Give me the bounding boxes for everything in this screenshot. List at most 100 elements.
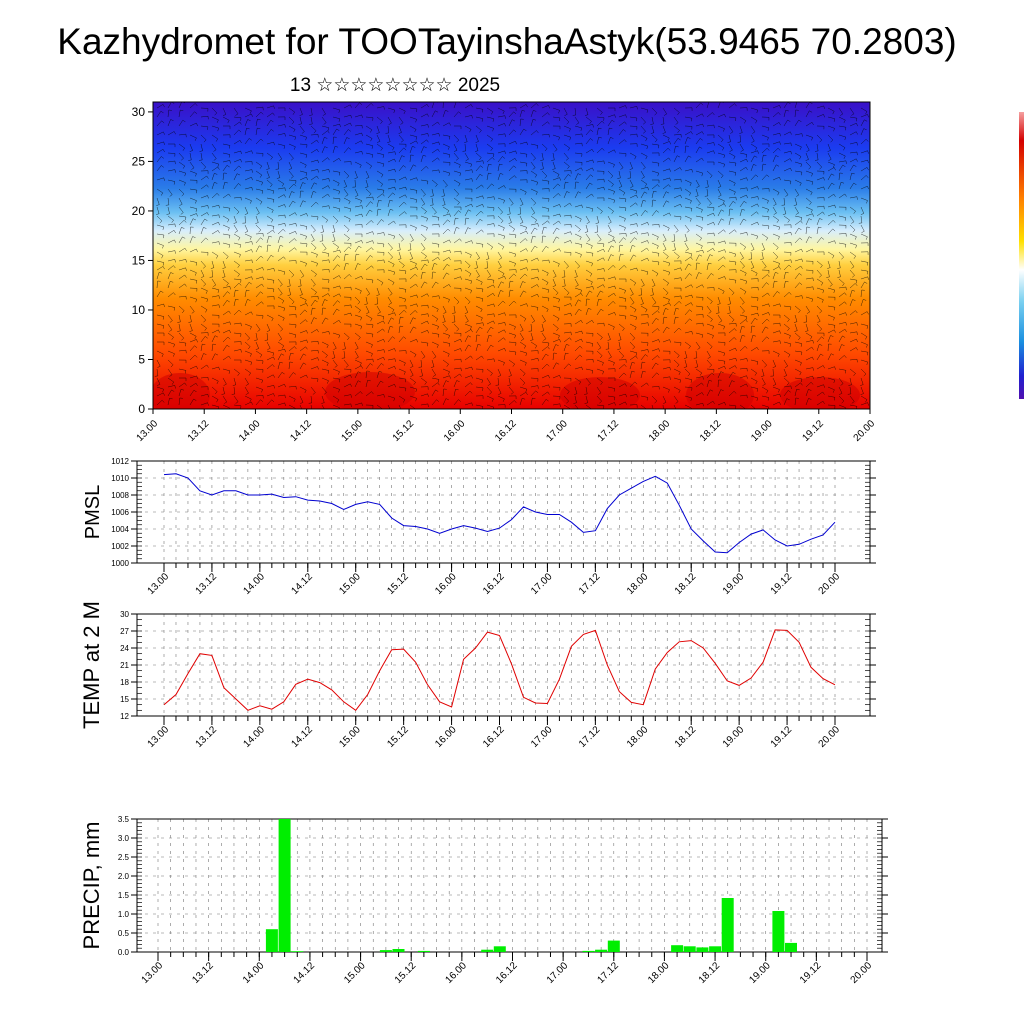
x-tick-label: 13.12 [194,571,220,597]
x-tick-label: 15.12 [393,960,419,986]
y-tick-label: 15 [132,253,146,267]
x-tick-label: 19.00 [721,724,747,750]
precipitation-panel: 0.0 0.5 1.0 1.5 2.0 2.5 3.0 3.5 13.00 13.12 14.00 1… [79,815,888,986]
y-tick-label: 1.0 [118,910,130,919]
pmsl-panel: 1000 1002 1004 1006 1008 1010 1012 13.00 13.12 14… [82,457,876,597]
x-tick-label: 13.00 [146,724,172,750]
y-tick-label: 2.5 [118,853,130,862]
y-tick-label: 1010 [111,474,129,483]
y-tick-label: 25 [132,154,146,168]
x-tick-label: 13.12 [190,960,216,986]
y-tick-label: 1004 [111,525,129,534]
wind-barbs [154,102,869,409]
y-tick-label: 3.0 [118,834,130,843]
precip-bar [721,898,734,952]
y-axis-label: PRECIP, mm [79,822,104,950]
precip-bar [582,950,595,952]
x-tick-label: 15.00 [337,724,363,750]
x-tick-label: 14.12 [289,571,315,597]
y-tick-label: 1.5 [118,891,130,900]
x-tick-label: 17.12 [577,724,603,750]
x-tick-label: 17.12 [595,960,621,986]
y-tick-label: 5 [138,352,145,366]
series-line [163,629,836,711]
x-tick-label: 17.12 [577,571,603,597]
x-tick-label: 19.00 [721,571,747,597]
x-tick-label: 17.00 [545,960,571,986]
x-tick-label: 18.00 [646,960,672,986]
x-tick-label: 19.00 [747,960,773,986]
x-tick-label: 15.00 [340,418,366,444]
x-tick-label: 13.12 [186,418,212,444]
x-tick-label: 18.00 [625,724,651,750]
x-tick-label: 16.00 [433,571,459,597]
x-tick-label: 15.12 [391,418,417,444]
x-tick-label: 14.12 [292,960,318,986]
x-tick-label: 13.00 [140,960,166,986]
panel-frame [136,460,871,564]
x-tick-label: 19.00 [749,418,775,444]
warm-core [325,372,415,409]
cross-section-panel: 0 5 10 15 20 25 30 13.00 13.12 14.00 14.12 15.00 15.… [132,101,878,444]
x-tick-label: 15.12 [385,724,411,750]
y-axis-label: PMSL [82,485,104,539]
warm-core [780,377,860,409]
precip-bar [379,950,392,952]
x-tick-label: 14.00 [242,724,268,750]
y-tick-label: 2.0 [118,872,130,881]
precip-bar [595,949,608,952]
x-tick-label: 16.00 [442,418,468,444]
chart-title: Kazhydromet for TOOTayinshaAstyk(53.9465… [57,21,956,62]
y-tick-label: 1006 [111,508,129,517]
precip-bar [785,942,797,952]
x-tick-label: 13.00 [146,571,172,597]
x-tick-label: 16.12 [481,571,507,597]
x-tick-label: 18.12 [697,960,723,986]
x-tick-label: 16.00 [444,960,470,986]
x-tick-label: 20.00 [817,724,843,750]
x-tick-label: 17.12 [596,418,622,444]
y-tick-label: 1012 [111,457,129,466]
y-tick-label: 20 [132,204,146,218]
y-tick-label: 30 [120,610,129,619]
x-tick-label: 19.12 [769,724,795,750]
x-tick-label: 15.12 [385,571,411,597]
y-tick-label: 3.5 [118,815,130,824]
y-tick-label: 24 [120,644,129,653]
y-tick-label: 1008 [111,491,129,500]
x-tick-label: 16.12 [493,418,519,444]
precip-bar [417,950,430,952]
x-tick-label: 13.00 [135,418,161,444]
x-tick-label: 18.12 [698,418,724,444]
x-tick-label: 20.00 [852,418,878,444]
y-tick-label: 21 [120,661,129,670]
x-tick-label: 14.00 [241,960,267,986]
x-tick-label: 15.00 [342,960,368,986]
warm-core [686,373,754,409]
x-tick-label: 17.00 [544,418,570,444]
y-tick-label: 12 [120,712,129,721]
x-tick-label: 18.12 [673,724,699,750]
y-tick-label: 1000 [111,559,129,568]
precip-bar [683,946,696,952]
y-tick-label: 0 [138,402,145,416]
x-tick-label: 15.00 [337,571,363,597]
y-axis-label: TEMP at 2 M [79,601,104,729]
precip-bar [709,946,722,952]
y-tick-label: 18 [120,678,129,687]
x-tick-label: 18.12 [673,571,699,597]
y-tick-label: 1002 [111,542,129,551]
precip-bar [291,951,304,952]
x-tick-label: 19.12 [800,418,826,444]
precip-bar [481,949,494,952]
x-tick-label: 19.12 [769,571,795,597]
x-tick-label: 14.00 [242,571,268,597]
x-tick-label: 14.12 [288,418,314,444]
precip-bar [278,819,291,952]
x-tick-label: 17.00 [529,571,555,597]
y-tick-label: 0.0 [118,948,130,957]
precip-bar [696,947,709,952]
y-tick-label: 10 [132,303,146,317]
panel-frame [136,818,883,953]
